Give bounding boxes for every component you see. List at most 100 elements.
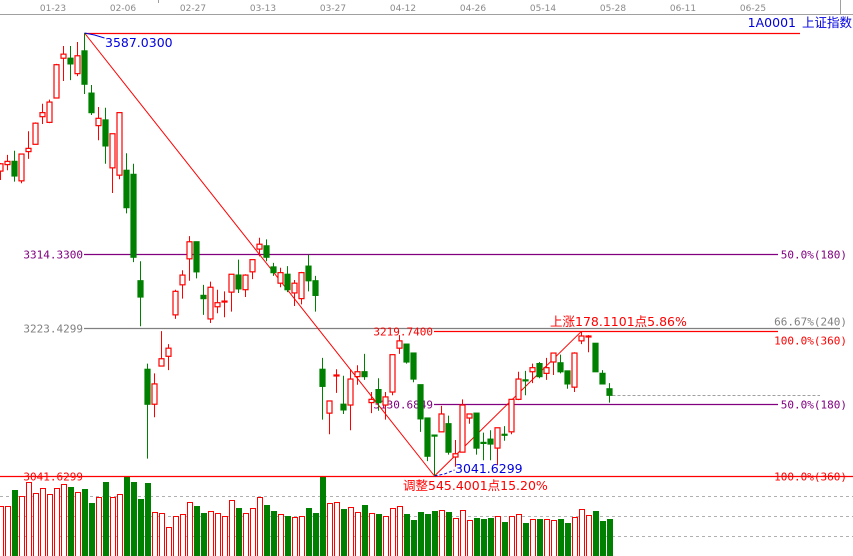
candle-body bbox=[123, 169, 130, 209]
candle-body bbox=[130, 173, 137, 258]
candle-body bbox=[88, 92, 95, 114]
candle-body bbox=[312, 280, 319, 296]
candle bbox=[284, 266, 291, 293]
candle-body bbox=[340, 403, 347, 411]
candle bbox=[459, 399, 466, 453]
candle-body bbox=[207, 286, 214, 320]
volume-bar bbox=[460, 510, 466, 556]
volume-bar bbox=[530, 519, 536, 556]
candle bbox=[564, 370, 571, 389]
volume-bar bbox=[33, 493, 39, 556]
candle-body bbox=[256, 243, 263, 250]
volume-bar bbox=[572, 517, 578, 556]
candle-body bbox=[452, 453, 459, 458]
volume-bar bbox=[208, 511, 214, 556]
candle bbox=[340, 375, 347, 414]
candle-body bbox=[550, 352, 557, 363]
candle bbox=[130, 163, 137, 263]
candle bbox=[529, 363, 536, 384]
volume-bar bbox=[432, 511, 438, 556]
candle-body bbox=[137, 280, 144, 298]
volume-bar bbox=[439, 510, 445, 556]
date-tick-label: 05-28 bbox=[600, 4, 626, 14]
date-axis-bg bbox=[0, 0, 853, 14]
volume-bar bbox=[397, 506, 403, 556]
candle bbox=[74, 41, 81, 77]
candle-body bbox=[431, 434, 438, 437]
candle bbox=[46, 99, 53, 124]
candle-body bbox=[487, 438, 494, 445]
candle-body bbox=[270, 266, 277, 274]
volume-bar bbox=[502, 522, 508, 556]
candle bbox=[193, 241, 200, 279]
candle bbox=[375, 378, 382, 411]
candle bbox=[81, 33, 88, 94]
volume-bar bbox=[159, 513, 165, 556]
candle bbox=[228, 273, 235, 312]
volume-bar bbox=[285, 516, 291, 556]
volume-bar bbox=[418, 512, 424, 556]
candle bbox=[599, 370, 606, 385]
volume-bar bbox=[96, 497, 102, 556]
candle bbox=[501, 426, 508, 441]
candle-body bbox=[235, 274, 242, 290]
date-tick-label: 05-14 bbox=[530, 4, 556, 14]
volume-bar bbox=[0, 506, 4, 556]
level-price-label: 3041.6299 bbox=[23, 471, 83, 484]
candle-body bbox=[410, 352, 417, 380]
candle bbox=[403, 343, 410, 364]
candle-body bbox=[81, 50, 88, 85]
candle-body bbox=[228, 273, 235, 293]
volume-bar bbox=[5, 506, 11, 556]
volume-bar bbox=[537, 519, 543, 556]
volume-bar bbox=[320, 476, 326, 556]
candle bbox=[116, 112, 123, 180]
volume-bar bbox=[271, 511, 277, 556]
candle bbox=[305, 254, 312, 292]
date-axis: 01-23 02-06 02-27 03-13 03-27 04-12 04-26 05-14… bbox=[0, 0, 853, 15]
volume-bar bbox=[61, 484, 67, 556]
volume-bar bbox=[488, 518, 494, 556]
candle-body bbox=[4, 160, 11, 166]
volume-bar bbox=[586, 515, 592, 556]
candle bbox=[179, 270, 186, 299]
candle bbox=[550, 352, 557, 375]
candle bbox=[186, 236, 193, 281]
volume-bar bbox=[250, 508, 256, 556]
level-price-label: 3223.4299 bbox=[23, 323, 83, 336]
candle-body bbox=[466, 413, 473, 419]
volume-bar bbox=[166, 527, 172, 556]
candle-body bbox=[242, 274, 249, 291]
candle bbox=[144, 363, 151, 459]
high-pointer bbox=[84, 32, 105, 39]
volume-bar bbox=[411, 520, 417, 556]
candle bbox=[18, 153, 25, 184]
candle bbox=[221, 291, 228, 318]
candle-body bbox=[214, 302, 221, 308]
candle bbox=[417, 384, 424, 432]
volume-bar bbox=[54, 488, 60, 556]
volume-bar bbox=[19, 496, 25, 556]
volume-bar bbox=[565, 523, 571, 556]
candle bbox=[235, 259, 242, 293]
volume-bar bbox=[82, 489, 88, 556]
volume-bar bbox=[516, 514, 522, 556]
date-tick-label: 04-26 bbox=[460, 4, 486, 14]
volume-bar bbox=[257, 497, 263, 556]
candle-body bbox=[109, 133, 116, 169]
fibonacci-levels: 3314.3300 50.0%(180) 3223.4299 66.67%(240) 3… bbox=[0, 249, 853, 484]
candle bbox=[60, 46, 67, 81]
candle bbox=[249, 259, 256, 280]
date-tick-label: 06-25 bbox=[740, 4, 766, 14]
candle-body bbox=[18, 153, 25, 182]
candle bbox=[32, 122, 39, 145]
candle bbox=[312, 275, 319, 312]
candle-body bbox=[305, 265, 312, 282]
candle bbox=[543, 357, 550, 380]
candle-body bbox=[221, 300, 228, 303]
volume-bar bbox=[243, 513, 249, 556]
candle bbox=[452, 439, 459, 467]
volume-bar bbox=[75, 492, 81, 556]
candle-body bbox=[277, 272, 284, 284]
